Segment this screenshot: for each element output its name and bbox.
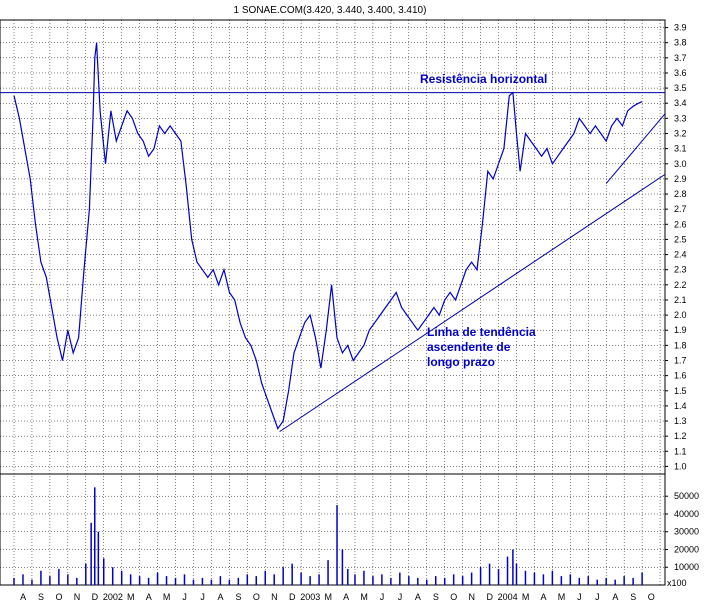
x-tick-label: N (271, 592, 278, 602)
x-tick-label: M (522, 592, 530, 602)
x-tick-label: S (235, 592, 241, 602)
price-tick-label: 2.8 (674, 189, 687, 199)
price-tick-label: 1.0 (674, 461, 687, 471)
price-tick-label: 2.3 (674, 265, 687, 275)
volume-tick-label: 10000 (674, 562, 699, 572)
price-tick-label: 1.9 (674, 325, 687, 335)
x-tick-label: S (630, 592, 636, 602)
price-tick-label: 2.0 (674, 310, 687, 320)
price-tick-label: 3.7 (674, 53, 687, 63)
x-tick-label: S (433, 592, 439, 602)
x-tick-label: S (38, 592, 44, 602)
resistance-annotation: Resistência horizontal (420, 72, 547, 86)
x-tick-label: N (74, 592, 81, 602)
x-tick-label: 2003 (300, 592, 320, 602)
price-tick-label: 1.3 (674, 416, 687, 426)
x-tick-label: 2004 (498, 592, 518, 602)
price-tick-label: 3.9 (674, 23, 687, 33)
plot-frame (0, 19, 666, 586)
short-trendline (605, 113, 666, 184)
price-tick-label: 3.3 (674, 113, 687, 123)
price-tick-label: 2.4 (674, 250, 687, 260)
price-tick-label: 1.8 (674, 340, 687, 350)
x-tick-label: O (253, 592, 260, 602)
volume-axis: 10000 20000 30000 40000 50000 (665, 491, 699, 572)
price-tick-label: 1.6 (674, 371, 687, 381)
x-tick-label: J (200, 592, 205, 602)
x-tick-label: O (55, 592, 62, 602)
x-tick-label: A (415, 592, 421, 602)
x-tick-label: M (360, 592, 368, 602)
x-tick-label: J (595, 592, 600, 602)
x-tick-label: M (127, 592, 135, 602)
x-tick-label: A (541, 592, 547, 602)
price-tick-label: 1.5 (674, 386, 687, 396)
price-tick-label: 3.2 (674, 129, 687, 139)
trend-annotation-line3: longo prazo (427, 355, 495, 369)
price-tick-label: 2.6 (674, 219, 687, 229)
price-tick-label: 2.1 (674, 295, 687, 305)
price-tick-label: 1.1 (674, 446, 687, 456)
x-tick-label: O (648, 592, 655, 602)
x-tick-label: A (146, 592, 152, 602)
volume-tick-label: 40000 (674, 509, 699, 519)
x-tick-label: M (324, 592, 332, 602)
price-tick-label: 1.2 (674, 431, 687, 441)
long-trendline (279, 173, 666, 433)
x-tick-label: J (182, 592, 187, 602)
x-tick-label: M (163, 592, 171, 602)
volume-tick-label: 20000 (674, 544, 699, 554)
x-tick-label: D (289, 592, 296, 602)
chart-grid (0, 20, 665, 585)
x-axis: A S O N D 2002 M A M J J A S O N D 2003 M A M J J A S O N D 2004 M A M… (20, 592, 655, 602)
volume-unit-label: x100 (667, 578, 687, 588)
trend-annotation-line1: Linha de tendência (427, 325, 536, 339)
price-tick-label: 1.4 (674, 401, 687, 411)
price-tick-label: 3.5 (674, 83, 687, 93)
price-tick-label: 3.6 (674, 68, 687, 78)
price-tick-label: 2.2 (674, 280, 687, 290)
price-axis: 1.0 1.1 1.2 1.3 1.4 1.5 1.6 1.7 1.8 1.9 2.0 2.1 2.2 2… (665, 23, 687, 471)
price-tick-label: 3.1 (674, 144, 687, 154)
price-tick-label: 2.9 (674, 174, 687, 184)
x-tick-label: A (612, 592, 618, 602)
price-tick-label: 3.4 (674, 98, 687, 108)
volume-tick-label: 30000 (674, 527, 699, 537)
x-tick-label: M (558, 592, 566, 602)
price-line (13, 42, 643, 430)
price-tick-label: 3.8 (674, 38, 687, 48)
x-tick-label: J (380, 592, 385, 602)
x-tick-label: O (450, 592, 457, 602)
volume-tick-label: 50000 (674, 491, 699, 501)
price-tick-label: 2.7 (674, 204, 687, 214)
x-tick-label: D (92, 592, 99, 602)
price-tick-label: 1.7 (674, 356, 687, 366)
x-tick-label: 2002 (103, 592, 123, 602)
x-tick-label: J (577, 592, 582, 602)
x-tick-label: A (20, 592, 26, 602)
trend-annotation-line2: ascendente de (427, 340, 511, 354)
x-tick-label: J (398, 592, 403, 602)
x-tick-label: N (469, 592, 476, 602)
volume-bars (13, 487, 643, 585)
x-tick-label: A (218, 592, 224, 602)
x-tick-label: D (486, 592, 493, 602)
chart-title: 1 SONAE.COM(3.420, 3.440, 3.400, 3.410) (234, 5, 427, 16)
price-tick-label: 3.0 (674, 159, 687, 169)
x-tick-label: A (343, 592, 349, 602)
price-tick-label: 2.5 (674, 234, 687, 244)
